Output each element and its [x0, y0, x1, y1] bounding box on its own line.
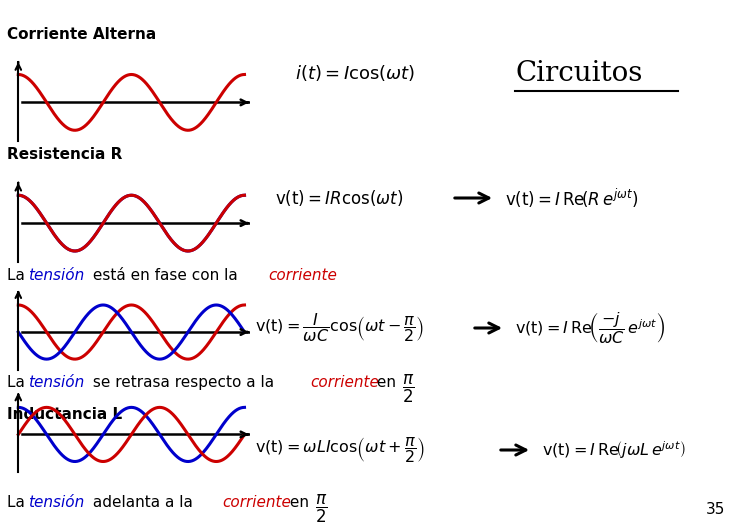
Text: $\mathrm{v(t)} = \omega LI\cos\!\left(\omega t + \dfrac{\pi}{2}\right)$: $\mathrm{v(t)} = \omega LI\cos\!\left(\o… [255, 435, 425, 465]
Text: $\mathrm{v(t)} = I\,\mathrm{Re}\!\left(\dfrac{-j}{\omega C}\,e^{j\omega t}\right: $\mathrm{v(t)} = I\,\mathrm{Re}\!\left(\… [515, 310, 665, 346]
Text: 35: 35 [706, 502, 725, 517]
Text: tensión: tensión [28, 375, 85, 390]
Text: $\mathrm{v(t)} = I\,\mathrm{Re}\!\left(j\omega L\,e^{j\omega t}\right)$: $\mathrm{v(t)} = I\,\mathrm{Re}\!\left(j… [542, 439, 686, 461]
Text: $i(t) = I\cos(\omega t)$: $i(t) = I\cos(\omega t)$ [295, 63, 415, 83]
Text: $\mathrm{v(t)} = IR\cos(\omega t)$: $\mathrm{v(t)} = IR\cos(\omega t)$ [275, 188, 404, 208]
Text: corriente: corriente [222, 495, 291, 510]
Text: $\dfrac{\pi}{2}$: $\dfrac{\pi}{2}$ [315, 493, 328, 525]
Text: corriente: corriente [310, 375, 379, 390]
Text: tensión: tensión [28, 268, 85, 283]
Text: La: La [7, 495, 29, 510]
Text: La: La [7, 375, 29, 390]
Text: Inductancia L: Inductancia L [7, 407, 122, 422]
Text: La: La [7, 268, 29, 283]
Text: tensión: tensión [28, 495, 85, 510]
Text: Corriente Alterna: Corriente Alterna [7, 27, 157, 42]
Text: $\mathrm{v(t)} = I\,\mathrm{Re}\!\left(R\,e^{j\omega t}\right)$: $\mathrm{v(t)} = I\,\mathrm{Re}\!\left(R… [505, 186, 638, 209]
Text: en: en [372, 375, 401, 390]
Text: se retrasa respecto a la: se retrasa respecto a la [88, 375, 279, 390]
Text: $\dfrac{\pi}{2}$: $\dfrac{\pi}{2}$ [402, 373, 415, 405]
Text: está en fase con la: está en fase con la [88, 268, 243, 283]
Text: Resistencia R: Resistencia R [7, 147, 122, 162]
Text: Circuitos: Circuitos [515, 59, 642, 87]
Text: adelanta a la: adelanta a la [88, 495, 198, 510]
Text: $\mathrm{v(t)} = \dfrac{I}{\omega C}\cos\!\left(\omega t - \dfrac{\pi}{2}\right): $\mathrm{v(t)} = \dfrac{I}{\omega C}\cos… [255, 311, 424, 344]
Text: corriente: corriente [268, 268, 337, 283]
Text: en: en [285, 495, 314, 510]
